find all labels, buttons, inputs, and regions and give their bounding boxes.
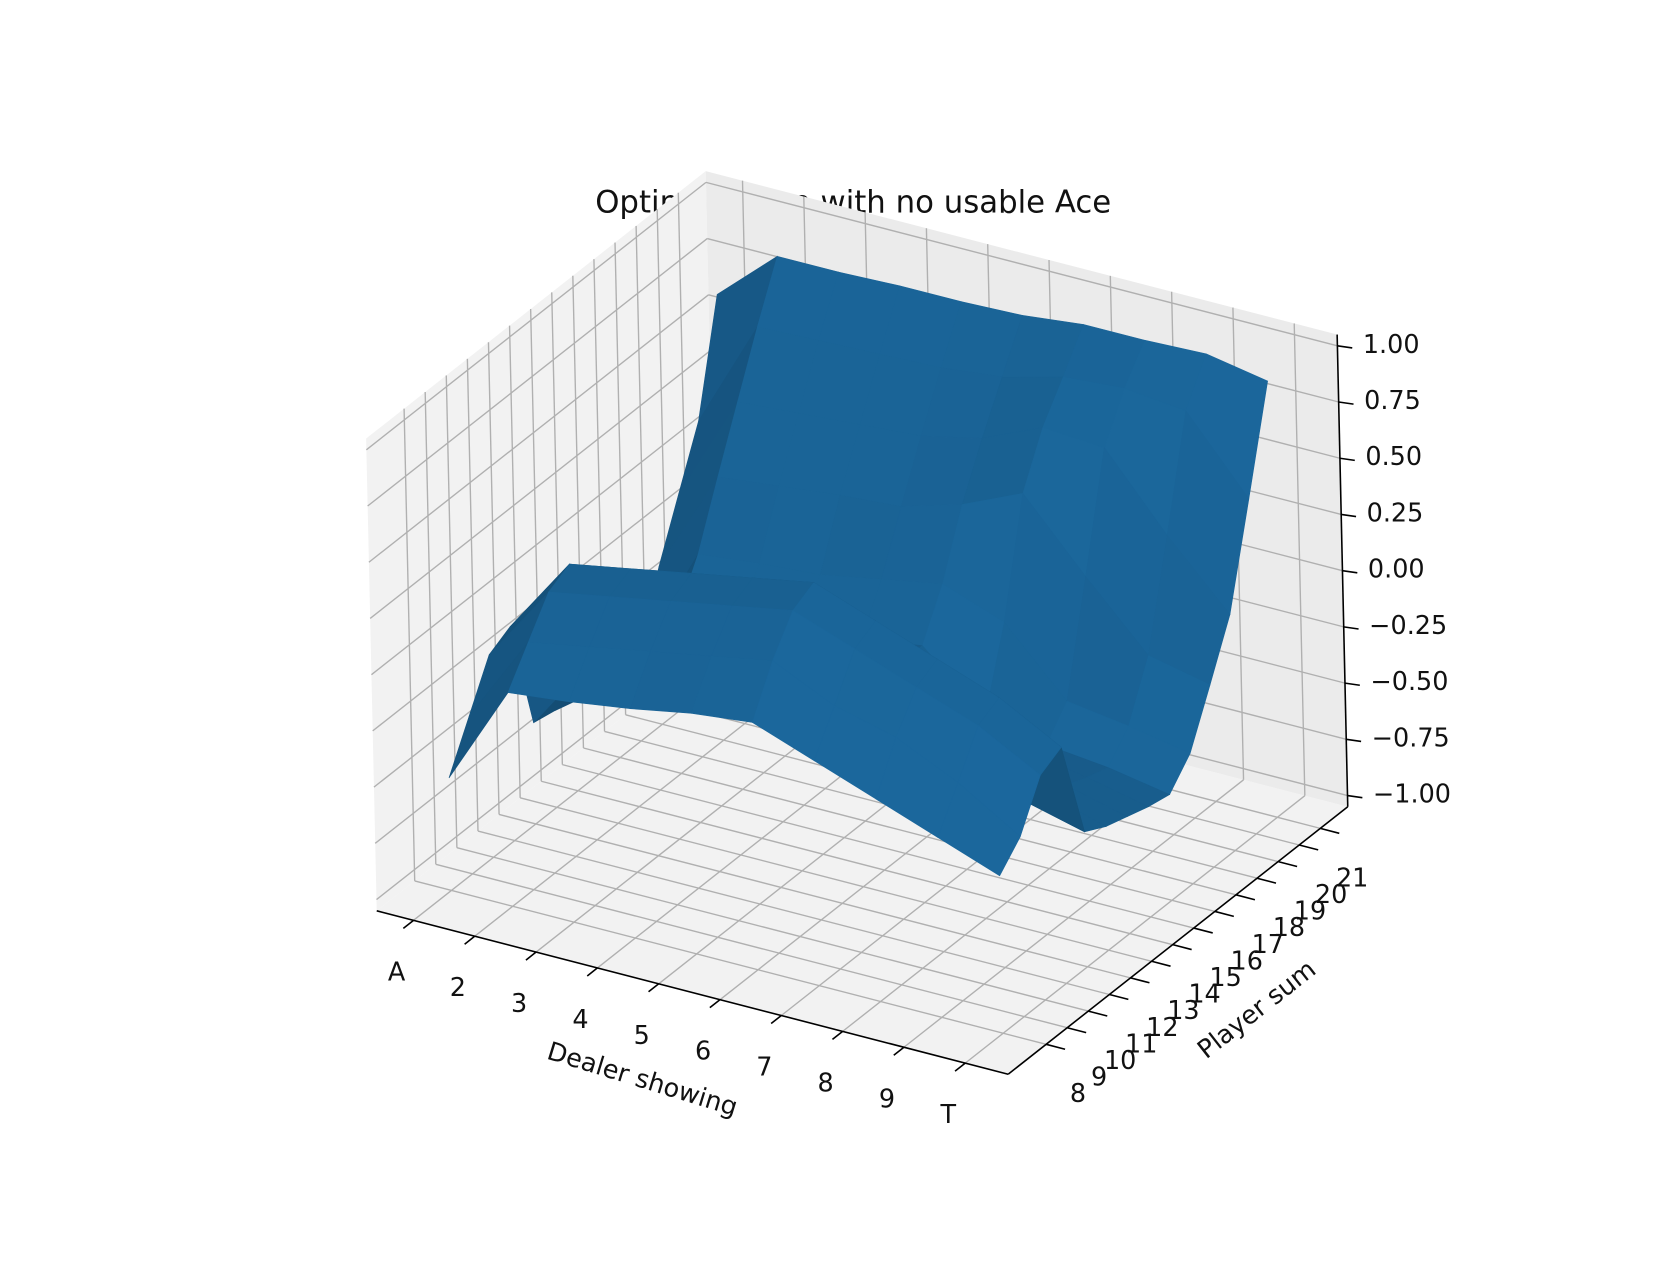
grid-line [414,880,1047,1045]
y-tick [1130,977,1150,984]
x-tick [402,919,415,929]
grid-line [583,747,1216,913]
y-tick [1067,1026,1087,1034]
y-tick [1172,943,1192,951]
x-tick [770,1014,782,1025]
grid-line [456,847,1089,1012]
z-tick [1337,345,1353,349]
y-tick [1109,993,1129,1001]
y-tick-label: 11 [1125,1029,1157,1059]
y-tick [1320,827,1340,835]
y-tick-label: 8 [1070,1079,1086,1109]
y-tick-label: 15 [1209,963,1241,993]
grid-line [903,779,1244,1048]
y-tick-label: 21 [1336,863,1368,893]
y-tick-label: 10 [1104,1046,1136,1076]
z-tick-label: −1.00 [1373,780,1451,810]
x-tick-label: 6 [695,1037,711,1067]
y-tick [1045,1043,1066,1050]
x-tick [586,967,598,977]
z-tick-label: 1.00 [1363,330,1420,360]
z-tick [1339,457,1355,462]
x-tick-label: 7 [756,1053,772,1083]
y-tick-label: 12 [1146,1013,1178,1043]
grid-line [541,780,1173,946]
y-tick [1088,1010,1108,1017]
y-tick-label: 18 [1273,913,1305,943]
z-tick [1344,682,1360,687]
x-tick [954,1062,966,1072]
z-axis [1336,334,1349,807]
z-tick-label: −0.50 [1370,667,1448,697]
z-tick-label: 0.00 [1368,555,1425,585]
y-tick [1256,877,1277,884]
grid-line [498,813,1131,979]
z-tick [1347,794,1363,799]
surface [448,255,1268,877]
x-tick-label: 8 [818,1068,834,1098]
grid-line [562,763,1194,929]
grid-line [705,181,1338,347]
y-tick-label: 13 [1167,996,1199,1026]
x-tick-label: A [388,957,406,987]
y-tick-label: 20 [1315,880,1347,910]
grid-line [519,797,1152,962]
surface-patch [937,782,1021,877]
grid-line [368,294,709,563]
z-tick-label: 0.75 [1364,386,1421,416]
z-tick [1341,513,1357,518]
x-tick [464,935,476,945]
z-tick-label: 0.50 [1365,442,1422,472]
x-tick [831,1030,844,1041]
y-tick [1299,844,1319,851]
y-tick-label: 9 [1091,1063,1107,1093]
y-tick-label: 16 [1231,946,1263,976]
grid-line [369,350,711,619]
x-tick-label: 4 [572,1005,588,1035]
y-tick [1277,860,1298,868]
y-tick-label: 14 [1188,980,1220,1010]
x-tick [525,951,537,961]
y-tick-label: 17 [1252,930,1284,960]
z-tick [1338,401,1354,405]
x-tick-label: 9 [879,1084,895,1114]
z-tick [1346,738,1362,743]
y-tick [1214,910,1235,918]
grid-line [477,830,1110,996]
grid-line [367,238,708,507]
y-axis [1007,806,1349,1075]
z-tick-label: −0.25 [1369,611,1447,641]
x-tick [648,983,660,993]
y-tick [1235,894,1256,901]
grid-line [365,181,707,451]
grid-line [371,406,712,676]
x-tick-label: 5 [634,1021,650,1051]
x-tick [709,999,721,1009]
z-tick-label: 0.25 [1367,498,1424,528]
x-tick-label: T [939,1100,956,1130]
x-tick-label: 3 [511,989,527,1019]
x-tick [893,1046,905,1056]
y-tick-label: 19 [1294,897,1326,927]
x-tick-label: 2 [450,973,466,1003]
z-tick [1342,569,1358,574]
z-tick-label: −0.75 [1372,723,1450,753]
x-axis [376,910,1009,1075]
z-tick [1343,626,1359,630]
grid-line [964,795,1306,1064]
y-tick [1151,960,1171,967]
grid-line [435,863,1068,1029]
y-tick [1193,927,1213,934]
